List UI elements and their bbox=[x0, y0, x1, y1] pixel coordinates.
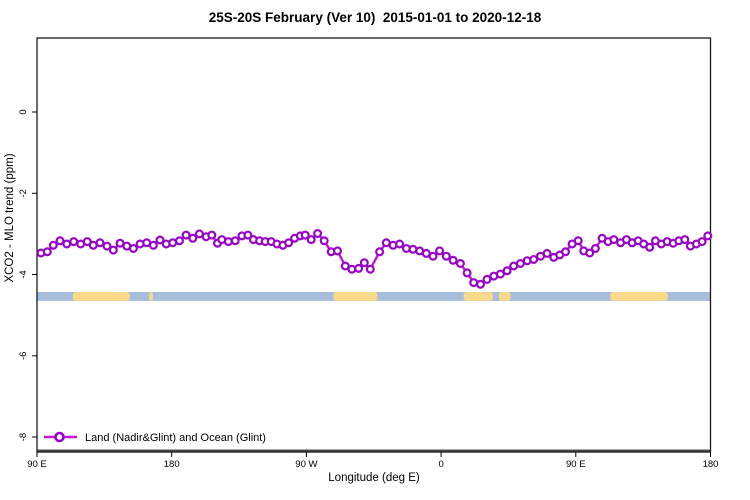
series-marker bbox=[155, 235, 165, 245]
x-tick-label: 180 bbox=[164, 459, 180, 470]
series-marker bbox=[319, 236, 329, 246]
series-marker bbox=[482, 274, 492, 284]
x-axis: 90 E 180 90 W 0 90 E 180 bbox=[27, 452, 718, 470]
series-marker bbox=[108, 245, 118, 255]
x-tick-label: 90 E bbox=[566, 459, 586, 470]
series-marker bbox=[455, 259, 465, 269]
series-marker bbox=[82, 237, 92, 247]
series-marker bbox=[284, 238, 294, 248]
series-marker bbox=[95, 238, 105, 248]
series-marker bbox=[69, 237, 79, 247]
series-marker bbox=[354, 263, 364, 273]
series-marker bbox=[428, 251, 438, 261]
series-marker bbox=[175, 236, 185, 246]
series-marker bbox=[62, 239, 72, 249]
series-marker bbox=[529, 255, 539, 265]
series-marker bbox=[441, 251, 451, 261]
series-marker bbox=[476, 279, 486, 289]
y-tick-label: -8 bbox=[18, 433, 29, 441]
data-series bbox=[36, 229, 713, 289]
series-marker bbox=[313, 229, 323, 239]
band-land-segment bbox=[610, 292, 668, 301]
series-marker bbox=[435, 246, 445, 256]
series-marker bbox=[340, 261, 350, 271]
series-marker bbox=[703, 231, 713, 241]
x-tick-label: 180 bbox=[703, 459, 719, 470]
series-marker bbox=[300, 230, 310, 240]
series-marker bbox=[573, 236, 583, 246]
series-marker bbox=[585, 248, 595, 258]
series-marker bbox=[359, 258, 369, 268]
series-marker bbox=[128, 244, 138, 254]
series-marker bbox=[697, 237, 707, 247]
x-axis-title: Longitude (deg E) bbox=[328, 472, 420, 484]
x-tick-label: 0 bbox=[438, 459, 443, 470]
series-marker bbox=[188, 233, 198, 243]
y-tick-label: -4 bbox=[18, 270, 29, 278]
series-marker bbox=[181, 230, 191, 240]
y-tick-label: -6 bbox=[18, 352, 29, 360]
series-marker bbox=[590, 244, 600, 254]
x-tick-label: 90 W bbox=[295, 459, 317, 470]
series-marker bbox=[243, 230, 253, 240]
series-marker bbox=[495, 269, 505, 279]
series-marker bbox=[333, 246, 343, 256]
series-marker bbox=[42, 247, 52, 257]
series-marker bbox=[542, 248, 552, 258]
y-tick-label: 0 bbox=[18, 109, 29, 114]
legend: Land (Nadir&Glint) and Ocean (Glint) bbox=[44, 431, 266, 444]
series-marker bbox=[148, 240, 158, 250]
band-land-segment bbox=[72, 292, 130, 301]
plot-box bbox=[36, 37, 712, 453]
band-land-segment bbox=[498, 292, 511, 301]
band-land-segment bbox=[333, 292, 378, 301]
y-axis-title: XCO2 - MLO trend (ppm) bbox=[4, 153, 16, 283]
y-axis: 0 -2 -4 -6 -8 bbox=[18, 109, 37, 441]
series-marker bbox=[375, 247, 385, 257]
y-tick-label: -2 bbox=[18, 189, 29, 197]
series-marker bbox=[306, 235, 316, 245]
x-tick-label: 90 E bbox=[27, 459, 47, 470]
series-marker bbox=[560, 247, 570, 257]
band-land-segment bbox=[463, 292, 493, 301]
series-marker bbox=[462, 268, 472, 278]
series-marker bbox=[102, 241, 112, 251]
series-marker bbox=[502, 266, 512, 276]
series-marker bbox=[645, 242, 655, 252]
series-marker bbox=[365, 264, 375, 274]
series-marker bbox=[207, 230, 217, 240]
series-marker bbox=[230, 236, 240, 246]
surface-band bbox=[37, 292, 711, 301]
series-marker bbox=[395, 239, 405, 249]
series-marker bbox=[55, 236, 65, 246]
series-marker bbox=[609, 235, 619, 245]
series-marker bbox=[680, 235, 690, 245]
series-marker bbox=[448, 255, 458, 265]
legend-label: Land (Nadir&Glint) and Ocean (Glint) bbox=[85, 432, 266, 444]
legend-marker-sample bbox=[54, 431, 65, 443]
band-land-segment bbox=[149, 292, 153, 301]
series-marker bbox=[48, 240, 58, 250]
chart-title: 25S-20S February (Ver 10) 2015-01-01 to … bbox=[208, 10, 542, 25]
